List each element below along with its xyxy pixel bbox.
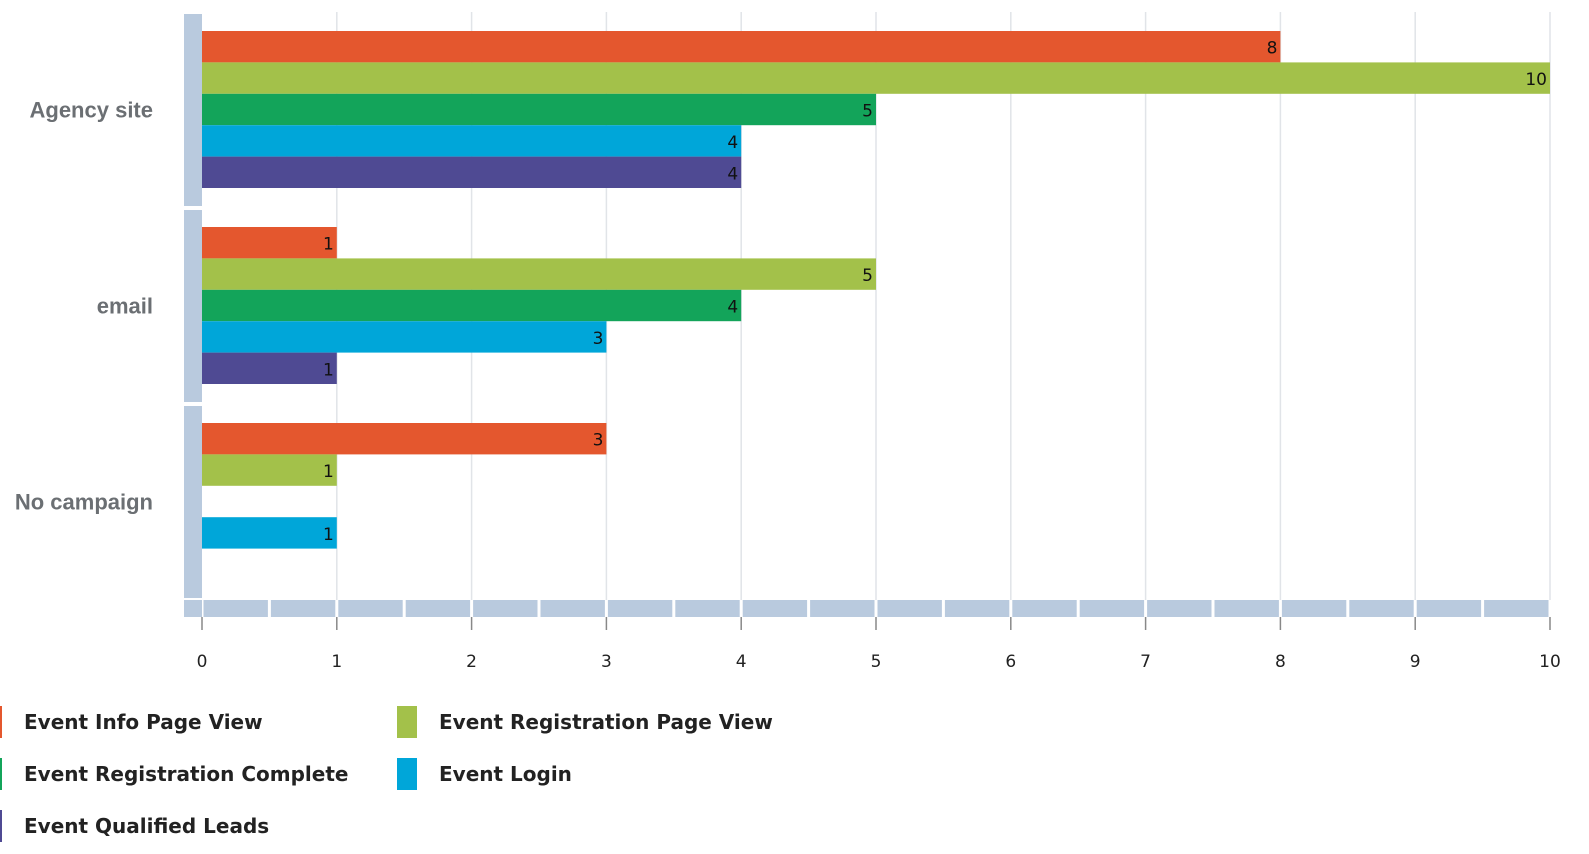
y-axis-segment [184,14,202,206]
x-tick-label: 3 [601,652,612,672]
legend-label: Event Registration Page View [439,710,773,734]
chart-legend: Event Info Page View Event Registration P… [0,700,900,850]
legend-swatch [397,706,417,738]
data-label: 4 [727,164,738,184]
category-label: email [97,294,153,319]
x-axis-segment [1147,600,1212,617]
data-label: 1 [323,525,334,545]
x-tick-label: 8 [1275,652,1286,672]
x-axis-segment [1416,600,1482,617]
category-label: Agency site [30,98,154,123]
x-axis-segment [1214,600,1279,617]
bar [202,423,607,455]
data-label: 5 [862,266,873,286]
x-axis-segment [338,600,403,617]
bar [202,227,337,259]
x-axis-segment [810,600,875,617]
y-axis-segment [184,406,202,598]
x-axis-segment [675,600,740,617]
data-label: 3 [593,329,604,349]
x-axis-segment [184,600,202,617]
x-tick-label: 7 [1140,652,1151,672]
data-label: 5 [862,102,873,122]
legend-item: Event Qualified Leads [0,810,269,842]
x-axis-segment [1012,600,1077,617]
y-axis-segment [184,210,202,402]
data-label: 1 [323,235,334,255]
x-tick-label: 1 [331,652,342,672]
x-axis-segment [405,600,471,617]
bar [202,156,742,188]
x-axis-segment [203,600,268,617]
legend-item: Event Info Page View [0,706,263,738]
bar-chart: 0 1 2 3 4 5 6 7 8 9 10 Agency site email No campaign… [15,12,1561,672]
legend-label: Event Qualified Leads [24,814,270,838]
bar [202,93,876,126]
x-tick-label: 10 [1539,652,1561,672]
x-axis-segment [1484,600,1549,617]
legend-swatch [0,810,2,842]
bars [202,31,1550,549]
x-axis-segment [607,600,673,617]
legend-item: Event Registration Complete [0,758,348,790]
legend-swatch [0,706,2,738]
labels: Agency site email No campaign 8 10 5 4 4 1 5 4 3 1 3 1… [15,39,1547,545]
data-label: 4 [727,298,738,318]
x-axis-segment [1079,600,1145,617]
bar [202,125,742,157]
bar [202,352,337,384]
axes: 0 1 2 3 4 5 6 7 8 9 10 [184,14,1561,672]
data-label: 1 [323,462,334,482]
x-tick-label: 6 [1005,652,1016,672]
x-axis-segment [742,600,808,617]
x-axis-segment [473,600,538,617]
legend-item: Event Registration Page View [397,706,773,738]
legend-label: Event Login [439,762,572,786]
x-axis-segment [1349,600,1414,617]
x-axis-segment [877,600,942,617]
data-label: 8 [1267,39,1278,59]
x-tick-label: 5 [871,652,882,672]
x-axis-segment [540,600,605,617]
x-axis-segment [1281,600,1347,617]
bar [202,517,337,549]
bar [202,321,607,353]
legend-item: Event Login [397,758,572,790]
data-label: 4 [727,133,738,153]
bar [202,62,1550,94]
data-label: 1 [323,360,334,380]
bar [202,31,1281,63]
legend-swatch [0,758,2,790]
legend-label: Event Registration Complete [24,762,349,786]
x-tick-label: 2 [466,652,477,672]
legend-swatch [397,758,417,790]
x-tick-label: 9 [1410,652,1421,672]
bar [202,454,337,486]
data-label: 3 [593,431,604,451]
data-label: 10 [1525,70,1547,90]
x-axis-segment [270,600,336,617]
bar [202,258,876,290]
legend-label: Event Info Page View [24,710,263,734]
x-axis-segment [944,600,1010,617]
x-tick-label: 0 [197,652,208,672]
bar [202,289,742,322]
category-label: No campaign [15,490,153,515]
x-tick-label: 4 [736,652,747,672]
